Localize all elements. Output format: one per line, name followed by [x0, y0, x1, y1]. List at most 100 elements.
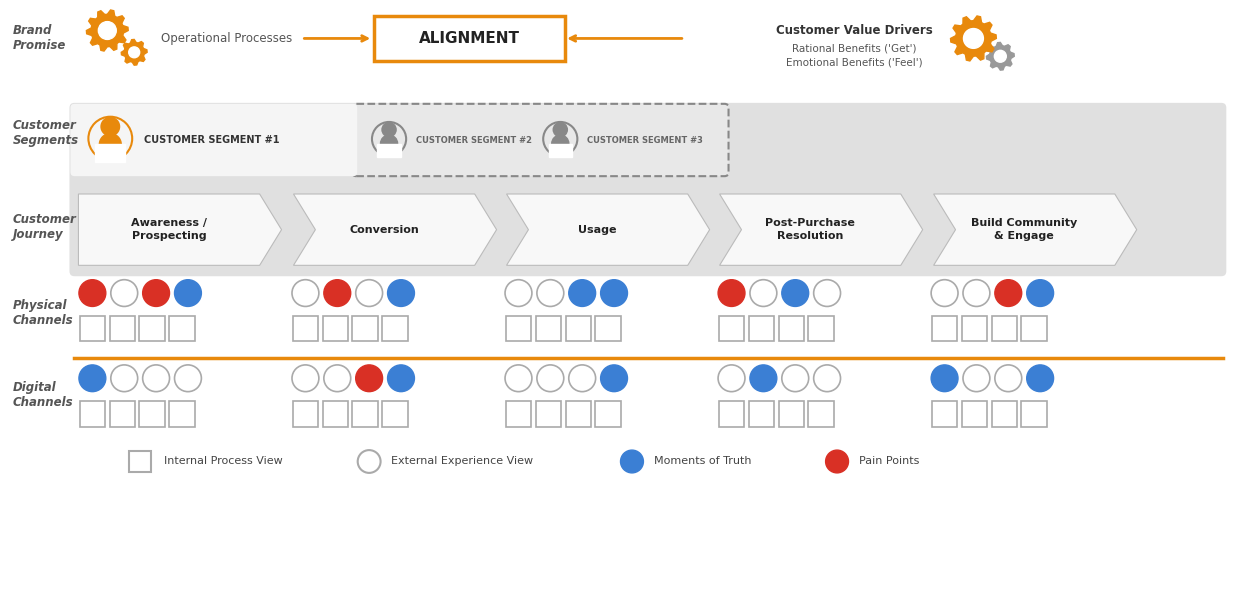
- Circle shape: [781, 279, 809, 307]
- Circle shape: [388, 279, 415, 307]
- Text: Internal Process View: Internal Process View: [164, 457, 282, 466]
- Circle shape: [1026, 365, 1054, 392]
- Text: Customer Value Drivers: Customer Value Drivers: [775, 24, 932, 37]
- Circle shape: [825, 450, 849, 473]
- Bar: [565, 316, 591, 341]
- Circle shape: [538, 279, 564, 307]
- Circle shape: [505, 279, 532, 307]
- Circle shape: [79, 365, 106, 392]
- Text: Customer
Journey: Customer Journey: [12, 213, 76, 240]
- Circle shape: [995, 365, 1021, 392]
- Text: Build Community
& Engage: Build Community & Engage: [971, 218, 1078, 241]
- Circle shape: [750, 279, 776, 307]
- Text: Digital
Channels: Digital Channels: [12, 381, 74, 409]
- Text: ALIGNMENT: ALIGNMENT: [419, 31, 520, 46]
- Circle shape: [538, 365, 564, 392]
- Polygon shape: [934, 194, 1136, 265]
- Text: Awareness /
Prospecting: Awareness / Prospecting: [131, 218, 208, 241]
- Circle shape: [129, 47, 140, 58]
- Circle shape: [718, 279, 745, 307]
- Text: Physical
Channels: Physical Channels: [12, 299, 74, 327]
- Polygon shape: [506, 194, 710, 265]
- Circle shape: [292, 279, 319, 307]
- FancyBboxPatch shape: [374, 16, 565, 61]
- Circle shape: [99, 22, 116, 40]
- Circle shape: [994, 50, 1006, 63]
- Text: Moments of Truth: Moments of Truth: [654, 457, 751, 466]
- Bar: [932, 401, 958, 427]
- Circle shape: [569, 279, 596, 307]
- Bar: [932, 316, 958, 341]
- Circle shape: [142, 365, 170, 392]
- Bar: [779, 316, 804, 341]
- Circle shape: [100, 117, 120, 136]
- Polygon shape: [720, 194, 922, 265]
- Bar: [749, 401, 774, 427]
- Polygon shape: [294, 194, 496, 265]
- Bar: [378, 144, 401, 157]
- Text: CUSTOMER SEGMENT #3: CUSTOMER SEGMENT #3: [588, 136, 703, 145]
- Text: Brand
Promise: Brand Promise: [12, 25, 66, 52]
- Circle shape: [324, 279, 351, 307]
- Bar: [961, 316, 988, 341]
- Bar: [506, 316, 531, 341]
- Circle shape: [600, 365, 628, 392]
- Bar: [749, 316, 774, 341]
- Circle shape: [356, 365, 382, 392]
- Polygon shape: [950, 16, 996, 61]
- Circle shape: [142, 279, 170, 307]
- Bar: [169, 401, 195, 427]
- Bar: [382, 316, 408, 341]
- Bar: [719, 316, 744, 341]
- Circle shape: [718, 365, 745, 392]
- Bar: [565, 401, 591, 427]
- Circle shape: [388, 365, 415, 392]
- Text: CUSTOMER SEGMENT #1: CUSTOMER SEGMENT #1: [144, 135, 280, 145]
- Polygon shape: [79, 194, 281, 265]
- Circle shape: [931, 279, 958, 307]
- Circle shape: [620, 450, 644, 473]
- Circle shape: [750, 365, 776, 392]
- Circle shape: [814, 279, 840, 307]
- FancyBboxPatch shape: [70, 103, 1226, 276]
- Bar: [382, 401, 408, 427]
- Text: CUSTOMER SEGMENT #2: CUSTOMER SEGMENT #2: [416, 136, 532, 145]
- Bar: [292, 316, 318, 341]
- Bar: [140, 401, 165, 427]
- Circle shape: [381, 122, 396, 138]
- Bar: [110, 316, 135, 341]
- Circle shape: [931, 365, 958, 392]
- Circle shape: [292, 365, 319, 392]
- Circle shape: [356, 279, 382, 307]
- Circle shape: [324, 365, 351, 392]
- Circle shape: [781, 365, 809, 392]
- Bar: [140, 316, 165, 341]
- Ellipse shape: [99, 133, 121, 155]
- Bar: [549, 144, 572, 157]
- Ellipse shape: [380, 135, 398, 152]
- Bar: [110, 401, 135, 427]
- Text: External Experience View: External Experience View: [391, 457, 534, 466]
- Bar: [595, 316, 621, 341]
- Bar: [1021, 401, 1046, 427]
- Circle shape: [814, 365, 840, 392]
- Circle shape: [962, 279, 990, 307]
- Bar: [536, 401, 561, 427]
- Bar: [352, 401, 377, 427]
- Bar: [506, 401, 531, 427]
- Bar: [169, 316, 195, 341]
- Circle shape: [175, 365, 201, 392]
- Polygon shape: [121, 40, 148, 65]
- Text: Customer
Segments: Customer Segments: [12, 118, 79, 147]
- Circle shape: [357, 450, 380, 473]
- Bar: [322, 401, 348, 427]
- Circle shape: [962, 365, 990, 392]
- FancyBboxPatch shape: [352, 104, 729, 176]
- Bar: [292, 401, 318, 427]
- Bar: [719, 401, 744, 427]
- Bar: [595, 401, 621, 427]
- Bar: [779, 401, 804, 427]
- Bar: [961, 401, 988, 427]
- Bar: [80, 316, 105, 341]
- Ellipse shape: [551, 135, 569, 152]
